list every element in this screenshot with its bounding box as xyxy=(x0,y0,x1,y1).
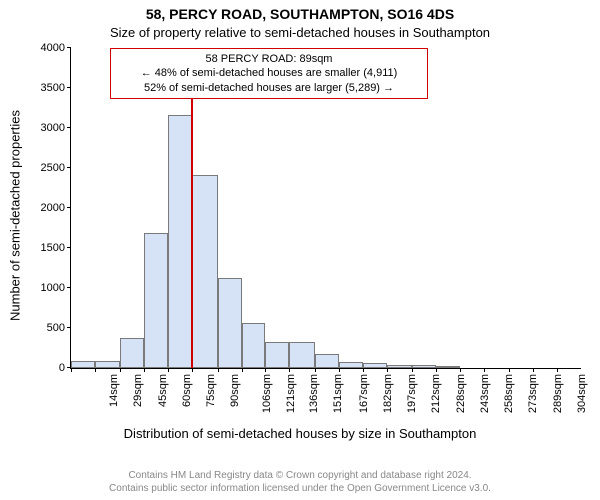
histogram-bar xyxy=(265,342,289,368)
histogram-bar xyxy=(315,354,339,368)
histogram-bar xyxy=(387,365,413,368)
annotation-line3: 52% of semi-detached houses are larger (… xyxy=(119,81,419,95)
x-tick-mark xyxy=(95,368,96,372)
x-tick-mark xyxy=(242,368,243,372)
x-axis-label: Distribution of semi-detached houses by … xyxy=(0,426,600,441)
x-tick-mark xyxy=(436,368,437,372)
x-tick-label: 60sqm xyxy=(181,374,193,407)
histogram-bar xyxy=(363,363,387,368)
annotation-line2: ← 48% of semi-detached houses are smalle… xyxy=(119,66,419,80)
chart-title-line2: Size of property relative to semi-detach… xyxy=(0,25,600,40)
y-tick-label: 0 xyxy=(59,362,71,374)
histogram-bar xyxy=(95,361,121,368)
x-tick-label: 273sqm xyxy=(527,374,539,413)
y-tick-label: 2000 xyxy=(41,202,71,214)
histogram-bar xyxy=(218,278,242,368)
x-tick-mark xyxy=(120,368,121,372)
x-tick-label: 14sqm xyxy=(108,374,120,407)
histogram-bar xyxy=(289,342,315,368)
histogram-bar xyxy=(120,338,144,368)
x-tick-label: 289sqm xyxy=(552,374,564,413)
x-tick-mark xyxy=(387,368,388,372)
y-tick-label: 4000 xyxy=(41,42,71,54)
x-tick-label: 136sqm xyxy=(309,374,321,413)
annotation-line1: 58 PERCY ROAD: 89sqm xyxy=(119,52,419,66)
annotation-box: 58 PERCY ROAD: 89sqm ← 48% of semi-detac… xyxy=(110,48,428,99)
chart-container: 58, PERCY ROAD, SOUTHAMPTON, SO16 4DS Si… xyxy=(0,0,600,500)
y-axis-label: Number of semi-detached properties xyxy=(8,56,23,376)
x-tick-label: 243sqm xyxy=(479,374,491,413)
x-tick-label: 228sqm xyxy=(455,374,467,413)
histogram-bar xyxy=(242,323,266,368)
x-tick-mark xyxy=(192,368,193,372)
x-tick-mark xyxy=(71,368,72,372)
x-tick-mark xyxy=(315,368,316,372)
x-tick-label: 197sqm xyxy=(406,374,418,413)
x-tick-label: 167sqm xyxy=(358,374,370,413)
y-tick-label: 3000 xyxy=(41,122,71,134)
footer-line2: Contains public sector information licen… xyxy=(0,483,600,496)
x-tick-label: 151sqm xyxy=(332,374,344,413)
x-tick-label: 45sqm xyxy=(157,374,169,407)
histogram-bar xyxy=(144,233,168,368)
y-tick-label: 1500 xyxy=(41,242,71,254)
histogram-bar xyxy=(436,366,460,368)
x-tick-label: 106sqm xyxy=(261,374,273,413)
x-tick-mark xyxy=(218,368,219,372)
y-tick-label: 1000 xyxy=(41,282,71,294)
y-tick-label: 500 xyxy=(47,322,71,334)
y-tick-label: 2500 xyxy=(41,162,71,174)
x-tick-label: 121sqm xyxy=(285,374,297,413)
x-tick-mark xyxy=(168,368,169,372)
x-tick-label: 258sqm xyxy=(503,374,515,413)
x-tick-mark xyxy=(412,368,413,372)
footer-line1: Contains HM Land Registry data © Crown c… xyxy=(0,470,600,483)
x-tick-mark xyxy=(460,368,461,372)
x-tick-mark xyxy=(557,368,558,372)
x-tick-mark xyxy=(484,368,485,372)
x-tick-label: 212sqm xyxy=(430,374,442,413)
x-tick-mark xyxy=(339,368,340,372)
x-tick-label: 75sqm xyxy=(205,374,217,407)
histogram-bar xyxy=(192,175,218,368)
x-tick-label: 29sqm xyxy=(132,374,144,407)
histogram-bar xyxy=(339,362,363,368)
x-tick-label: 182sqm xyxy=(382,374,394,413)
x-tick-label: 304sqm xyxy=(576,374,588,413)
x-tick-mark xyxy=(265,368,266,372)
x-tick-mark xyxy=(289,368,290,372)
histogram-bar xyxy=(168,115,192,368)
footer-attribution: Contains HM Land Registry data © Crown c… xyxy=(0,470,600,495)
histogram-bar xyxy=(412,365,436,368)
chart-title-line1: 58, PERCY ROAD, SOUTHAMPTON, SO16 4DS xyxy=(0,6,600,22)
histogram-bar xyxy=(71,361,95,368)
y-tick-label: 3500 xyxy=(41,82,71,94)
x-tick-mark xyxy=(533,368,534,372)
x-tick-label: 90sqm xyxy=(229,374,241,407)
x-tick-mark xyxy=(363,368,364,372)
x-tick-mark xyxy=(509,368,510,372)
x-tick-mark xyxy=(144,368,145,372)
